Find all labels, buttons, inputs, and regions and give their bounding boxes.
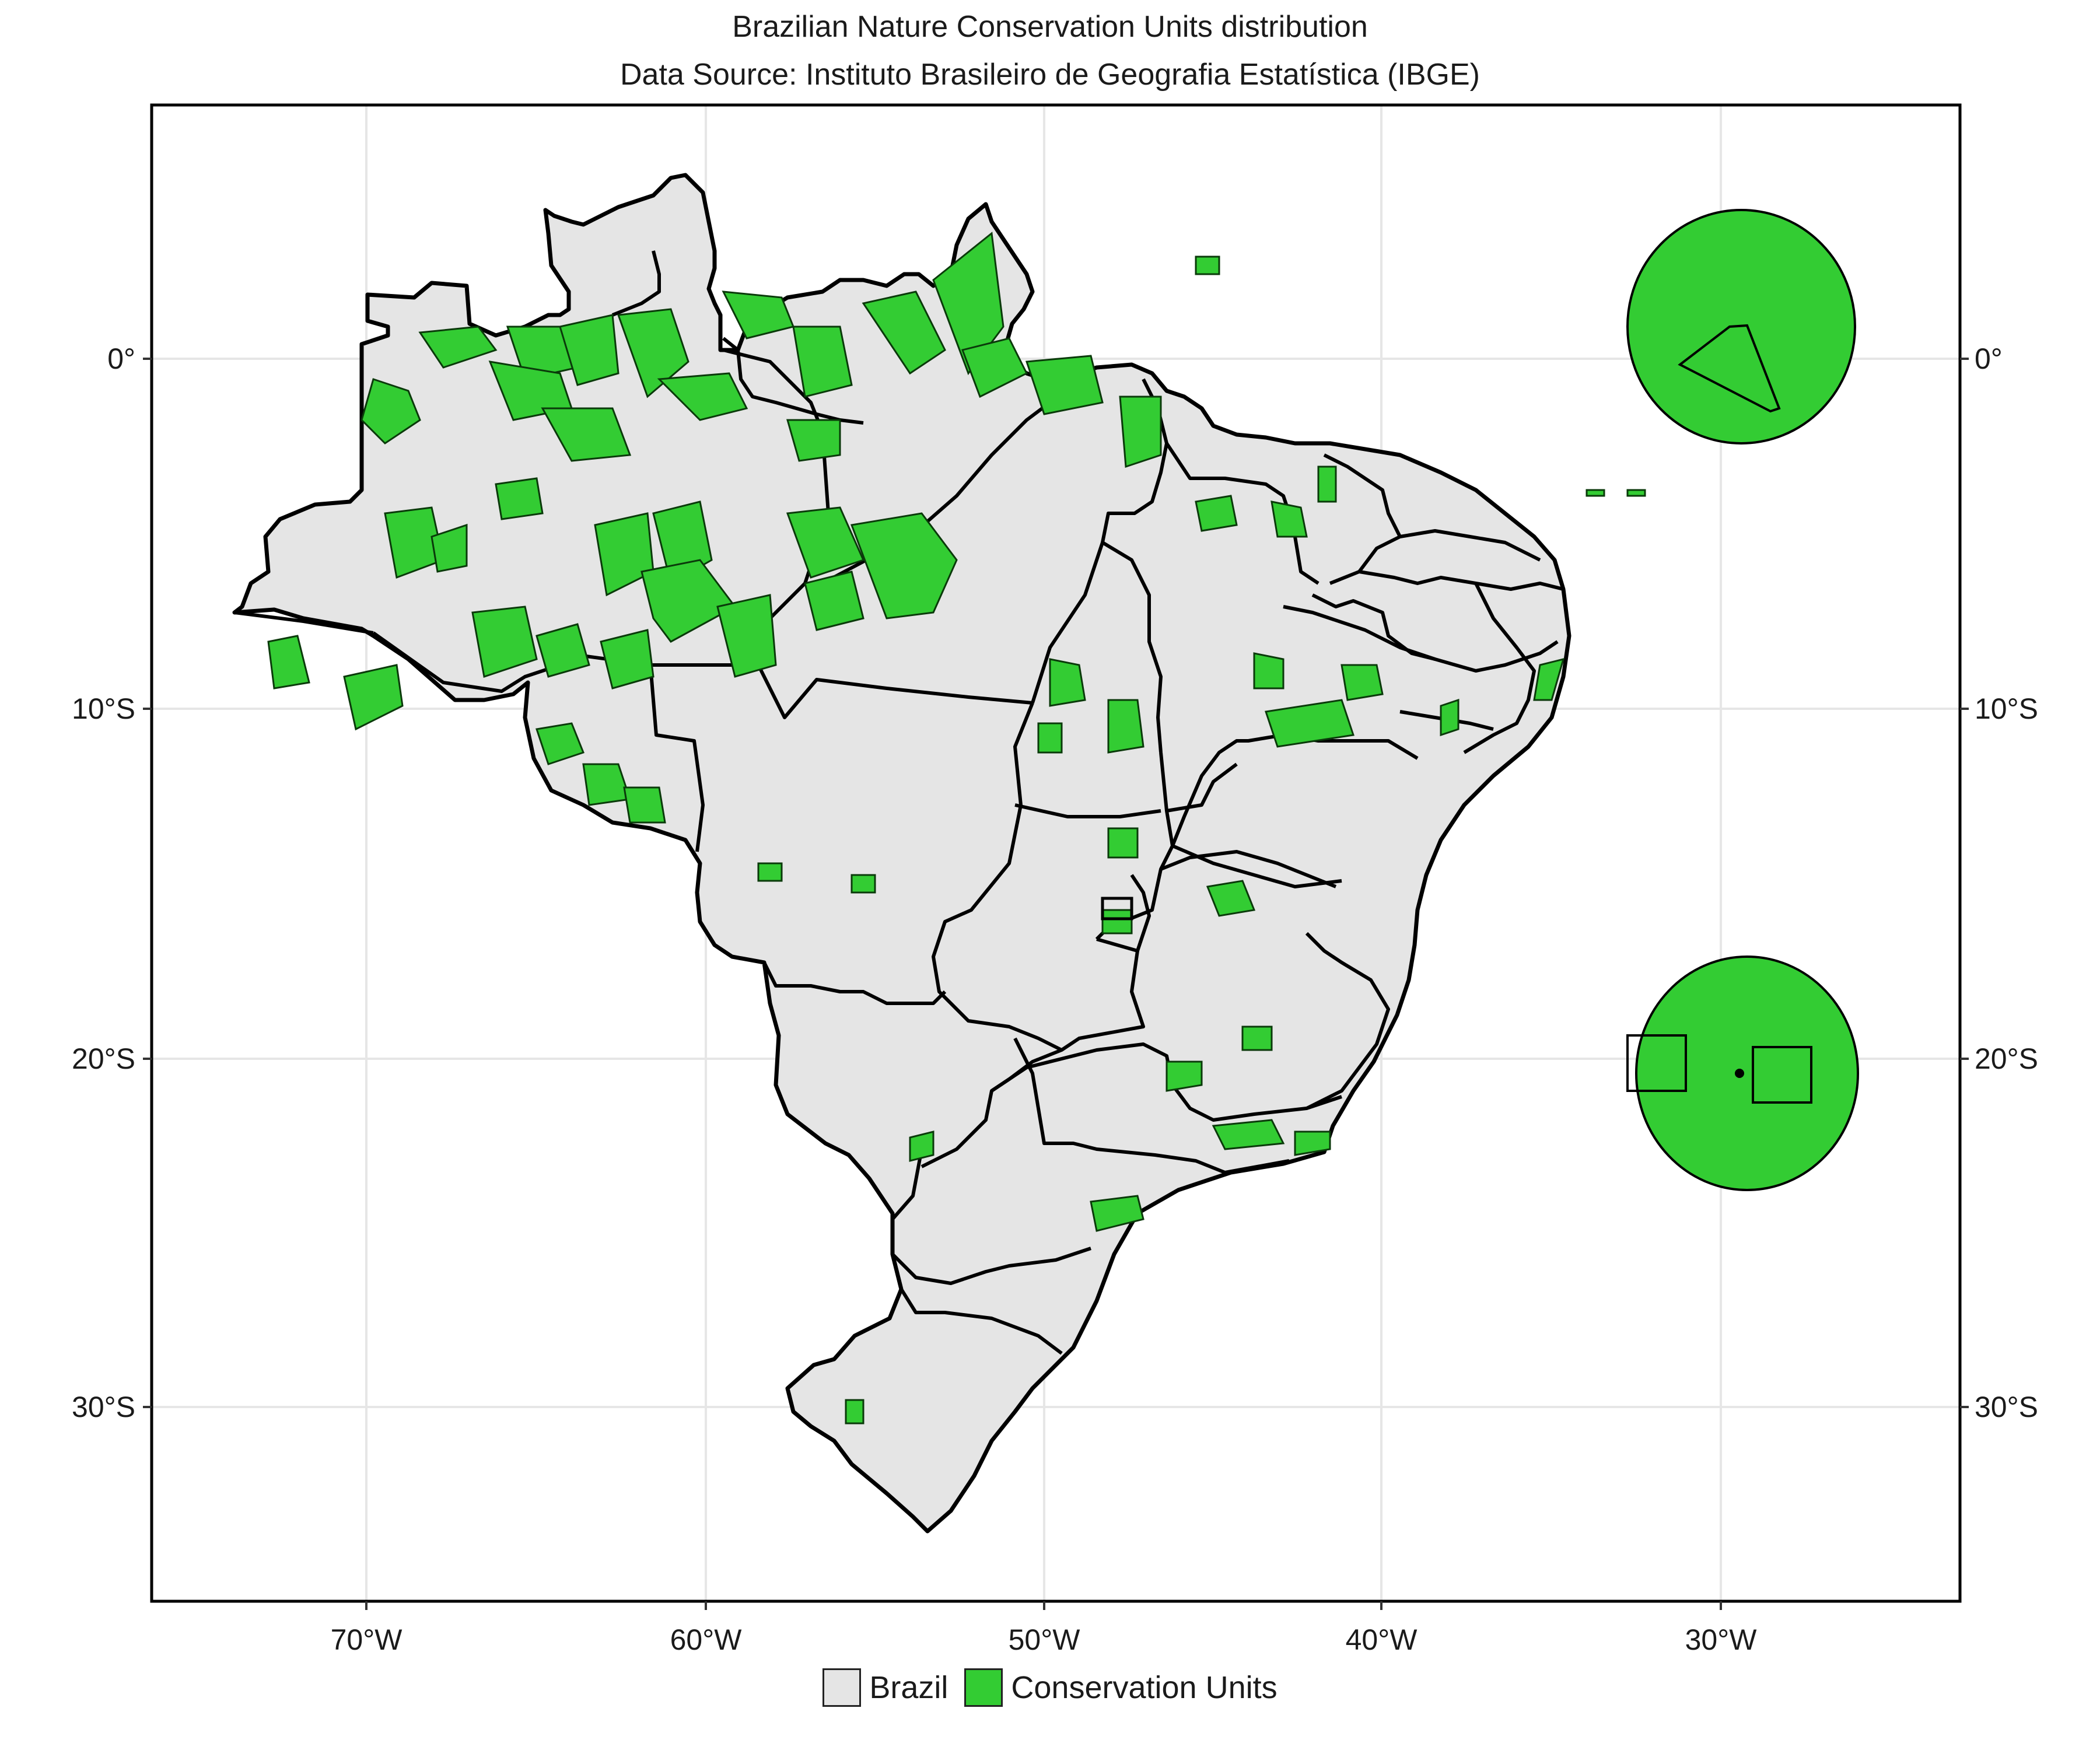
y-tick-label: 10°S	[72, 692, 135, 725]
conservation-units	[267, 232, 1646, 1424]
y-axis-labels-left: 0° 10°S 20°S 30°S	[72, 342, 135, 1423]
legend: Brazil Conservation Units	[0, 1668, 2100, 1707]
y-tick-label: 0°	[1975, 342, 2003, 375]
x-tick-label: 50°W	[1009, 1623, 1081, 1656]
y-tick-label: 30°S	[72, 1391, 135, 1423]
plot-border	[150, 103, 1962, 1603]
x-tick-label: 60°W	[670, 1623, 743, 1656]
y-tick-label: 20°S	[72, 1042, 135, 1075]
federal-district	[1101, 897, 1133, 921]
legend-label-conservation-units: Conservation Units	[1011, 1670, 1278, 1705]
x-tick-label: 30°W	[1685, 1623, 1758, 1656]
y-tick-label: 10°S	[1975, 692, 2038, 725]
legend-item-conservation-units: Conservation Units	[964, 1668, 1278, 1707]
brazil-outline	[232, 173, 1572, 1534]
legend-swatch-brazil	[822, 1668, 862, 1707]
y-tick-label: 30°S	[1975, 1391, 2038, 1423]
offshore-unit-south	[1626, 956, 1859, 1191]
y-tick-label: 20°S	[1975, 1042, 2038, 1075]
legend-label-brazil: Brazil	[869, 1670, 949, 1705]
y-axis-labels-right: 0° 10°S 20°S 30°S	[1975, 342, 2038, 1423]
legend-swatch-conservation-units	[964, 1668, 1003, 1707]
legend-item-brazil: Brazil	[822, 1668, 948, 1707]
y-tick-label: 0°	[107, 342, 135, 375]
x-axis-labels: 70°W 60°W 50°W 40°W 30°W	[331, 1623, 1758, 1656]
offshore-unit-north	[1626, 209, 1856, 444]
x-tick-label: 40°W	[1346, 1623, 1418, 1656]
map-subtitle: Data Source: Instituto Brasileiro de Geo…	[620, 58, 1480, 92]
map-title: Brazilian Nature Conservation Units dist…	[732, 10, 1368, 44]
x-tick-label: 70°W	[331, 1623, 403, 1656]
tick-marks	[143, 358, 1969, 1610]
